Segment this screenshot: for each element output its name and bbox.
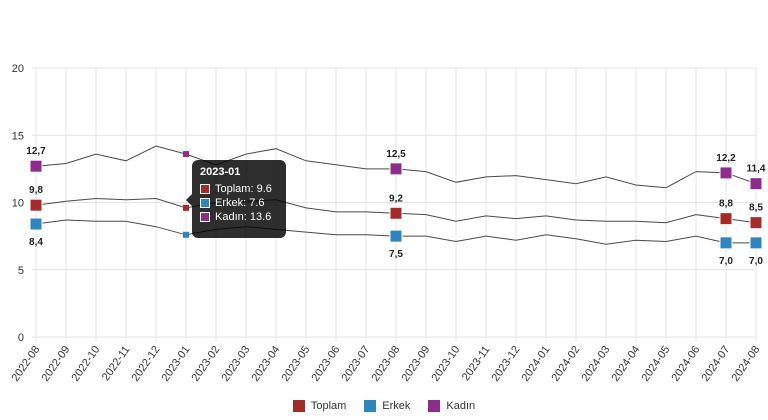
data-point-erkek-2023-08[interactable] (389, 229, 403, 243)
legend-swatch-erkek (364, 400, 377, 412)
legend-item-erkek[interactable]: Erkek (364, 400, 410, 412)
x-tick-label-2024-04: 2024-04 (609, 344, 642, 384)
legend-swatch-kadin (428, 400, 441, 412)
x-tick-label-2022-08: 2022-08 (9, 344, 42, 384)
hover-point-toplam[interactable] (183, 204, 189, 211)
x-tick-label-2024-08: 2024-08 (729, 344, 762, 384)
grid (32, 67, 757, 341)
data-label-kadın-2022-08: 12,7 (26, 146, 46, 157)
data-point-toplam-2024-08[interactable] (749, 216, 763, 230)
legend-item-kadin[interactable]: Kadın (428, 400, 475, 412)
x-axis-ticks: 2022-082022-092022-102022-112022-122023-… (9, 344, 762, 384)
x-tick-label-2023-01: 2023-01 (159, 344, 192, 384)
x-tick-label-2023-02: 2023-02 (189, 344, 222, 384)
data-label-kadın-2024-08: 11,4 (747, 164, 766, 175)
tooltip-row-erkek: Erkek: 7.6 (192, 196, 286, 210)
data-point-kadın-2022-08[interactable] (29, 159, 43, 173)
x-tick-label-2022-10: 2022-10 (69, 344, 102, 384)
data-label-toplam-2022-08: 9,8 (29, 185, 43, 196)
legend-label-erkek: Erkek (382, 400, 411, 412)
legend: Toplam Erkek Kadın (0, 400, 768, 412)
data-point-kadın-2023-08[interactable] (389, 162, 403, 176)
tooltip-swatch-toplam (200, 184, 210, 194)
data-label-erkek-2024-08: 7,0 (749, 256, 763, 267)
x-tick-label-2024-01: 2024-01 (519, 344, 552, 384)
y-tick-label-10: 10 (12, 198, 24, 210)
x-tick-label-2023-12: 2023-12 (489, 344, 522, 384)
hover-point-erkek[interactable] (183, 231, 189, 238)
tooltip-text-toplam: Toplam: 9.6 (215, 183, 272, 195)
x-tick-label-2024-06: 2024-06 (669, 344, 702, 384)
x-tick-label-2023-07: 2023-07 (339, 344, 372, 384)
data-label-toplam-2023-08: 9,2 (389, 193, 403, 204)
legend-label-toplam: Toplam (310, 400, 347, 412)
hover-tooltip: 2023-01 Toplam: 9.6 Erkek: 7.6 Kadın: 13… (186, 160, 286, 238)
y-tick-label-5: 5 (18, 265, 24, 277)
data-point-erkek-2024-08[interactable] (749, 236, 763, 250)
tooltip-text-kadin: Kadın: 13.6 (215, 211, 272, 223)
legend-swatch-toplam (292, 400, 305, 412)
x-tick-label-2023-11: 2023-11 (460, 344, 493, 383)
x-tick-label-2023-08: 2023-08 (369, 344, 402, 384)
tooltip-row-toplam: Toplam: 9.6 (192, 182, 286, 196)
tooltip-swatch-erkek (200, 198, 210, 208)
data-label-erkek-2023-08: 7,5 (389, 249, 403, 260)
x-tick-label-2023-09: 2023-09 (399, 344, 432, 384)
data-point-erkek-2022-08[interactable] (29, 217, 43, 231)
x-tick-label-2024-03: 2024-03 (579, 344, 612, 384)
x-tick-label-2023-10: 2023-10 (429, 344, 462, 384)
data-point-toplam-2023-08[interactable] (389, 206, 403, 220)
x-tick-label-2023-05: 2023-05 (279, 344, 312, 384)
legend-item-toplam[interactable]: Toplam (292, 400, 347, 412)
data-point-toplam-2022-08[interactable] (29, 198, 43, 212)
tooltip-title: 2023-01 (200, 166, 241, 178)
x-tick-label-2022-11: 2022-11 (100, 344, 133, 383)
x-tick-label-2024-02: 2024-02 (549, 344, 582, 384)
y-tick-label-20: 20 (12, 63, 24, 75)
x-tick-label-2023-04: 2023-04 (249, 344, 282, 384)
y-tick-label-0: 0 (18, 332, 24, 344)
tooltip-swatch-kadin (200, 212, 210, 222)
tooltip-row-kadin: Kadın: 13.6 (192, 210, 286, 224)
data-point-kadın-2024-08[interactable] (749, 177, 763, 191)
x-tick-label-2022-09: 2022-09 (39, 344, 72, 384)
y-axis-ticks: 0 5 10 15 20 (12, 63, 24, 344)
x-tick-label-2024-05: 2024-05 (639, 344, 672, 384)
data-point-toplam-2024-07[interactable] (719, 212, 733, 226)
hover-point-kadın[interactable] (183, 151, 189, 158)
legend-label-kadin: Kadın (446, 400, 476, 412)
data-label-kadın-2024-07: 12,2 (716, 153, 736, 164)
data-label-erkek-2024-07: 7,0 (719, 256, 733, 267)
y-tick-label-15: 15 (12, 130, 24, 142)
data-labels: 9,8 8,4 12,7 9,2 7,5 12,5 8,8 7,0 12,2 8,5 7,0 11,4 (26, 146, 766, 267)
data-point-kadın-2024-07[interactable] (719, 166, 733, 180)
x-tick-label-2023-03: 2023-03 (219, 344, 252, 384)
x-tick-label-2024-07: 2024-07 (699, 344, 732, 384)
data-label-toplam-2024-07: 8,8 (719, 199, 733, 210)
data-label-kadın-2023-08: 12,5 (386, 149, 406, 160)
x-tick-label-2022-12: 2022-12 (129, 344, 162, 384)
series-markers[interactable] (29, 151, 763, 250)
data-label-erkek-2022-08: 8,4 (29, 237, 43, 248)
x-tick-label-2023-06: 2023-06 (309, 344, 342, 384)
data-label-toplam-2024-08: 8,5 (749, 203, 763, 214)
data-point-erkek-2024-07[interactable] (719, 236, 733, 250)
tooltip-text-erkek: Erkek: 7.6 (215, 197, 265, 209)
